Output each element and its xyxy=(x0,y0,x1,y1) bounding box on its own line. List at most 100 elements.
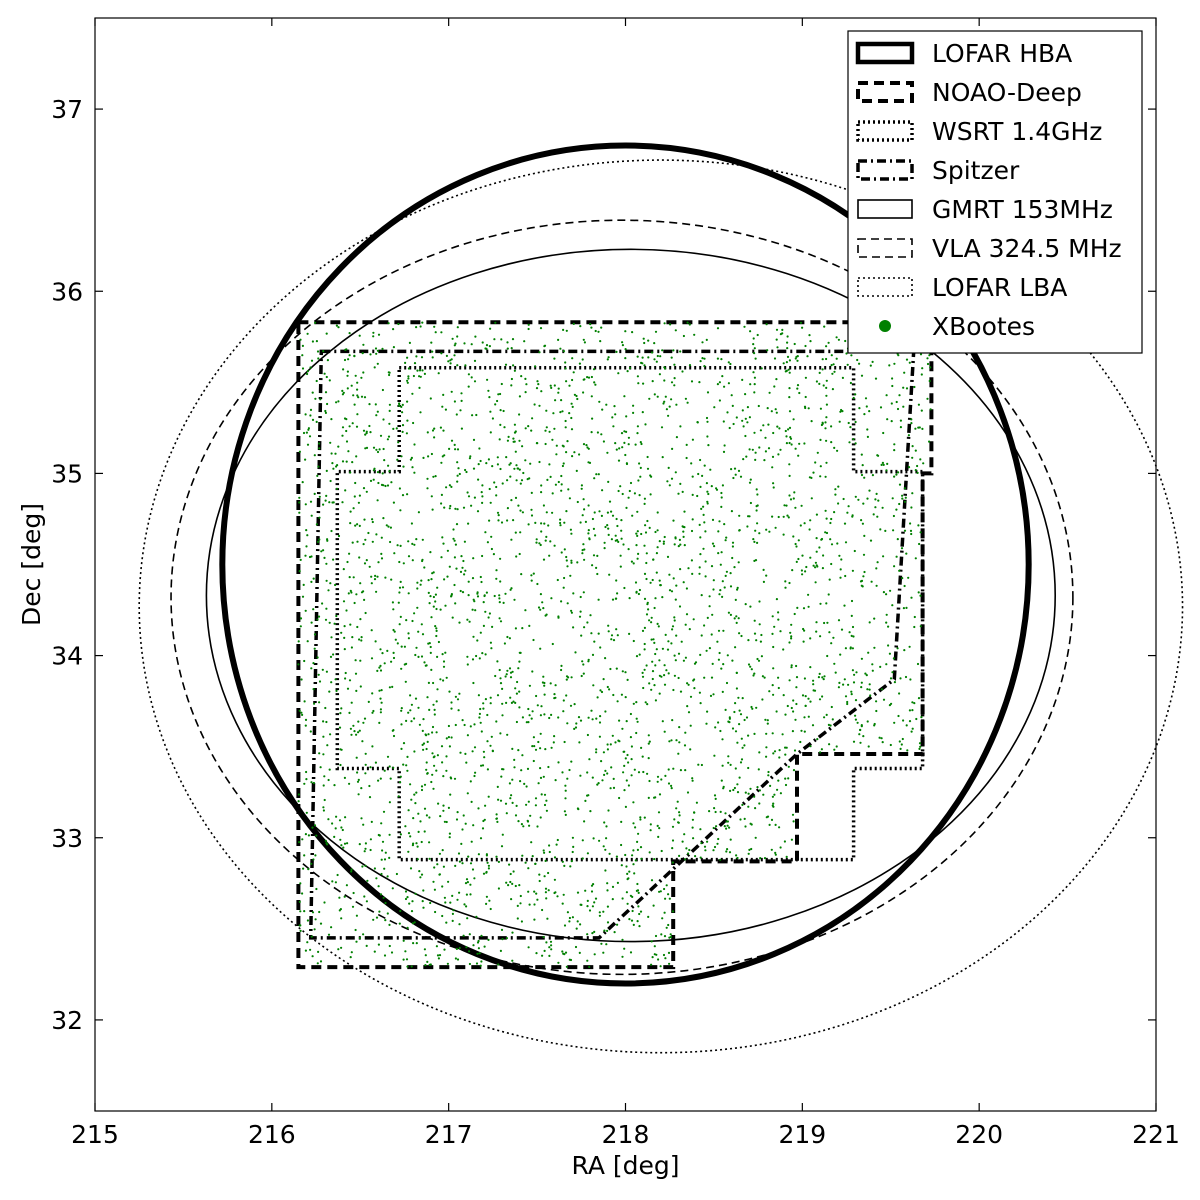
xbootes-point xyxy=(496,399,499,403)
xbootes-point xyxy=(795,676,799,679)
xbootes-point xyxy=(771,684,774,687)
xbootes-point xyxy=(582,591,585,594)
xbootes-point xyxy=(299,929,302,933)
xbootes-point xyxy=(564,797,567,800)
xbootes-point xyxy=(627,877,630,880)
xbootes-point xyxy=(369,431,372,434)
xbootes-point xyxy=(441,536,444,539)
xbootes-point xyxy=(579,903,582,906)
xbootes-point xyxy=(643,497,647,500)
xbootes-point xyxy=(638,653,641,656)
xbootes-point xyxy=(437,957,440,960)
xbootes-point xyxy=(498,617,501,620)
xbootes-point xyxy=(390,481,393,484)
xbootes-point xyxy=(560,668,563,672)
xbootes-point xyxy=(399,509,402,512)
xbootes-point xyxy=(699,828,702,831)
xbootes-point xyxy=(637,479,640,482)
xbootes-point xyxy=(882,463,885,466)
xbootes-point xyxy=(389,777,392,780)
xbootes-point xyxy=(903,529,907,532)
xbootes-point xyxy=(480,580,483,584)
xbootes-point xyxy=(368,565,371,568)
xbootes-point xyxy=(328,768,331,771)
xbootes-point xyxy=(731,404,734,407)
xbootes-point xyxy=(448,484,451,487)
xbootes-point xyxy=(379,669,383,672)
xbootes-point xyxy=(333,622,336,625)
xbootes-point xyxy=(726,848,729,851)
xbootes-point xyxy=(378,689,381,692)
xbootes-point xyxy=(908,361,911,364)
xbootes-point xyxy=(788,463,791,466)
xbootes-point xyxy=(616,881,620,885)
xbootes-point xyxy=(692,679,695,682)
xbootes-point xyxy=(434,593,437,596)
xbootes-point xyxy=(593,477,596,480)
xbootes-point xyxy=(376,349,379,352)
xbootes-point xyxy=(723,523,726,526)
xbootes-point xyxy=(468,620,471,623)
xbootes-point xyxy=(929,366,932,369)
xbootes-point xyxy=(407,711,410,714)
xbootes-point xyxy=(407,555,411,558)
xbootes-point xyxy=(338,726,342,729)
xbootes-point xyxy=(809,666,812,669)
xbootes-point xyxy=(354,524,357,527)
xbootes-point xyxy=(738,514,741,517)
xbootes-point xyxy=(687,683,690,686)
xbootes-point xyxy=(901,494,904,497)
xbootes-point xyxy=(792,418,795,421)
xbootes-point xyxy=(542,675,545,678)
xbootes-point xyxy=(904,496,907,499)
xbootes-point xyxy=(499,949,502,953)
xbootes-point xyxy=(798,391,801,395)
xbootes-point xyxy=(700,507,703,510)
xbootes-point xyxy=(513,758,516,762)
xbootes-point xyxy=(866,428,869,431)
xbootes-point xyxy=(682,659,686,662)
xbootes-point xyxy=(775,328,779,331)
xbootes-point xyxy=(398,623,401,626)
xbootes-point xyxy=(754,529,757,532)
xbootes-point xyxy=(644,423,647,426)
xbootes-point xyxy=(765,746,768,749)
xbootes-point xyxy=(565,678,568,681)
xbootes-point xyxy=(427,733,430,736)
xbootes-point xyxy=(428,708,431,712)
y-tick-label: 35 xyxy=(51,459,83,488)
xbootes-point xyxy=(671,447,674,450)
xbootes-point xyxy=(450,358,453,361)
xbootes-point xyxy=(625,891,629,894)
xbootes-point xyxy=(375,352,378,355)
xbootes-point xyxy=(624,853,627,857)
xbootes-point xyxy=(929,408,932,411)
xbootes-point xyxy=(371,692,374,695)
xbootes-point xyxy=(807,715,810,718)
xbootes-point xyxy=(345,884,348,887)
xbootes-point xyxy=(505,456,508,459)
xbootes-point xyxy=(731,727,735,730)
xbootes-point xyxy=(324,391,328,394)
xbootes-point xyxy=(603,547,606,550)
xbootes-point xyxy=(553,384,556,387)
xbootes-point xyxy=(431,773,434,776)
xbootes-point xyxy=(835,745,838,748)
xbootes-point xyxy=(354,659,357,662)
xbootes-point xyxy=(527,327,530,331)
xbootes-point xyxy=(570,611,574,614)
xbootes-point xyxy=(527,707,530,711)
xbootes-point xyxy=(623,395,626,398)
xbootes-point xyxy=(728,716,731,719)
xbootes-point xyxy=(329,582,332,585)
xbootes-point xyxy=(515,804,518,808)
xbootes-point xyxy=(382,484,385,487)
xbootes-point xyxy=(772,802,775,805)
xbootes-point xyxy=(406,493,409,496)
xbootes-point xyxy=(772,645,775,649)
xbootes-point xyxy=(322,809,325,812)
xbootes-point xyxy=(506,341,509,344)
xbootes-point xyxy=(606,358,609,361)
xbootes-point xyxy=(404,825,407,828)
xbootes-point xyxy=(407,592,410,595)
